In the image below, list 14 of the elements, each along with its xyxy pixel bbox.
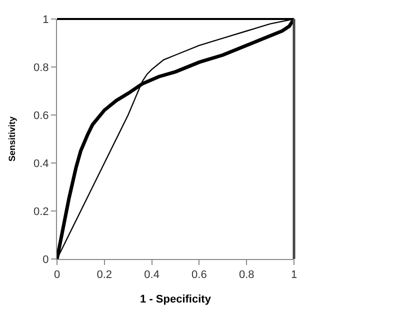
y-tick-label: 0.4 <box>34 158 49 170</box>
y-tick-label: 0.2 <box>34 206 49 218</box>
y-tick-label: 0.8 <box>34 62 49 74</box>
x-tick-label: 0.6 <box>192 269 207 282</box>
x-tick-label: 0.4 <box>144 269 160 282</box>
y-tick-label: 1 <box>42 14 49 26</box>
y-tick-label: 0 <box>42 254 49 266</box>
y-tick-label: 0.6 <box>34 110 49 122</box>
x-tick-label: 1 <box>290 269 298 282</box>
x-tick-label: 0.8 <box>238 269 254 282</box>
x-tick-label: 0 <box>54 269 60 282</box>
y-axis-title: Sensitivity <box>6 116 17 162</box>
x-tick-label: 0.2 <box>96 269 112 282</box>
x-axis-title: 1 - Specificity <box>140 293 212 306</box>
